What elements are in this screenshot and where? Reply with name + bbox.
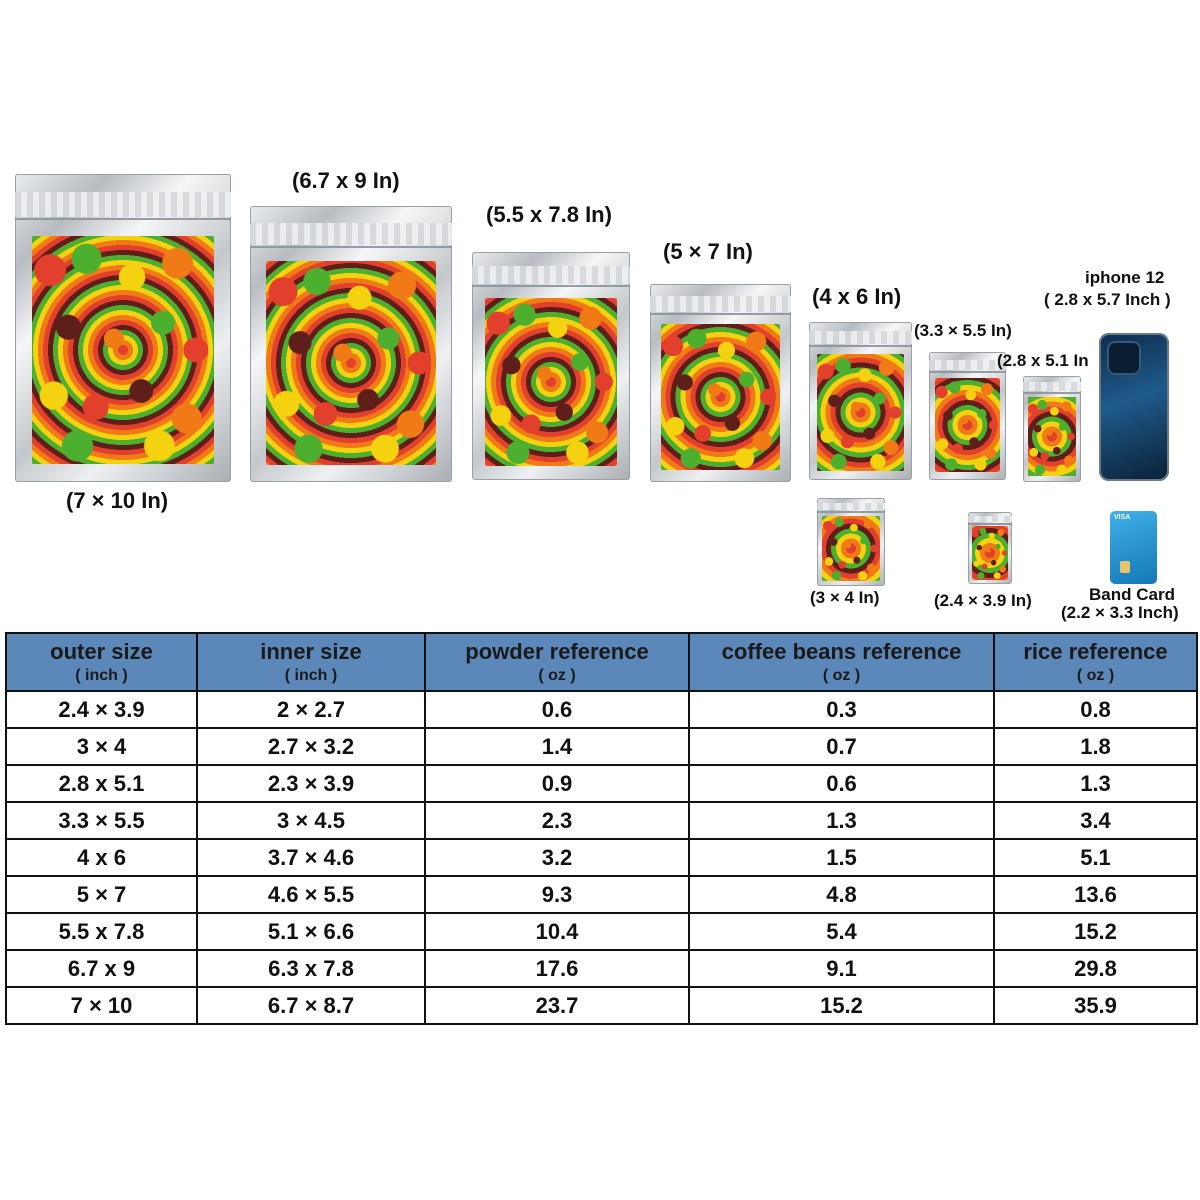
cell-rice: 35.9 — [993, 986, 1198, 1025]
cell-powder: 2.3 — [424, 801, 690, 840]
bag-2-4x3-9 — [968, 512, 1012, 584]
bag-3x4 — [817, 498, 885, 586]
table-row: 2.4 × 3.9 2 × 2.7 0.6 0.3 0.8 — [5, 690, 1198, 729]
cell-rice: 1.8 — [993, 727, 1198, 766]
table-row: 6.7 x 9 6.3 x 7.8 17.6 9.1 29.8 — [5, 949, 1198, 988]
cell-rice: 3.4 — [993, 801, 1198, 840]
camera-icon — [1107, 341, 1141, 375]
cell-coffee-beans: 0.3 — [688, 690, 995, 729]
cell-coffee-beans: 9.1 — [688, 949, 995, 988]
cell-outer-size: 5 × 7 — [5, 875, 198, 914]
cell-coffee-beans: 15.2 — [688, 986, 995, 1025]
header-powder-reference: powder reference( oz ) — [424, 632, 690, 692]
cell-rice: 13.6 — [993, 875, 1198, 914]
bag-label-5-5x7-8: (5.5 x 7.8 In) — [486, 202, 612, 227]
bag-6-7x9 — [250, 206, 452, 482]
bank-card-image: VISA — [1110, 511, 1157, 584]
cell-outer-size: 6.7 x 9 — [5, 949, 198, 988]
cell-inner-size: 2 × 2.7 — [196, 690, 426, 729]
header-outer-size: outer size( inch ) — [5, 632, 198, 692]
cell-outer-size: 3.3 × 5.5 — [5, 801, 198, 840]
header-rice-reference: rice reference( oz ) — [993, 632, 1198, 692]
cell-rice: 0.8 — [993, 690, 1198, 729]
bag-7x10 — [15, 174, 231, 482]
table-row: 4 x 6 3.7 × 4.6 3.2 1.5 5.1 — [5, 838, 1198, 877]
cell-inner-size: 6.7 × 8.7 — [196, 986, 426, 1025]
cell-powder: 0.9 — [424, 764, 690, 803]
phone-image — [1099, 333, 1169, 481]
bag-label-3-3x5-5: (3.3 × 5.5 In) — [914, 321, 1012, 340]
table-row: 3.3 × 5.5 3 × 4.5 2.3 1.3 3.4 — [5, 801, 1198, 840]
cell-inner-size: 5.1 × 6.6 — [196, 912, 426, 951]
cell-powder: 3.2 — [424, 838, 690, 877]
cell-coffee-beans: 1.5 — [688, 838, 995, 877]
phone-size: ( 2.8 x 5.7 Inch ) — [1044, 290, 1171, 309]
table-header-row: outer size( inch ) inner size( inch ) po… — [5, 632, 1198, 692]
bag-label-7x10: (7 × 10 In) — [66, 488, 169, 513]
bag-5x7 — [650, 284, 791, 482]
table-row: 5 × 7 4.6 × 5.5 9.3 4.8 13.6 — [5, 875, 1198, 914]
cell-coffee-beans: 0.6 — [688, 764, 995, 803]
reference-table: outer size( inch ) inner size( inch ) po… — [5, 632, 1198, 1025]
header-coffee-beans-reference: coffee beans reference( oz ) — [688, 632, 995, 692]
header-inner-size: inner size( inch ) — [196, 632, 426, 692]
cell-inner-size: 2.3 × 3.9 — [196, 764, 426, 803]
cell-powder: 0.6 — [424, 690, 690, 729]
bag-label-3x4: (3 × 4 In) — [810, 588, 880, 607]
cell-powder: 10.4 — [424, 912, 690, 951]
cell-powder: 9.3 — [424, 875, 690, 914]
table-row: 7 × 10 6.7 × 8.7 23.7 15.2 35.9 — [5, 986, 1198, 1025]
bag-2-8x5-1 — [1023, 376, 1081, 482]
cell-outer-size: 2.8 x 5.1 — [5, 764, 198, 803]
cell-coffee-beans: 5.4 — [688, 912, 995, 951]
bag-label-5x7: (5 × 7 In) — [663, 239, 753, 264]
card-brand: VISA — [1114, 514, 1131, 521]
table-row: 5.5 x 7.8 5.1 × 6.6 10.4 5.4 15.2 — [5, 912, 1198, 951]
cell-coffee-beans: 1.3 — [688, 801, 995, 840]
cell-rice: 1.3 — [993, 764, 1198, 803]
card-title: Band Card — [1089, 585, 1175, 604]
cell-rice: 5.1 — [993, 838, 1198, 877]
bag-4x6 — [809, 322, 912, 480]
bag-5-5x7-8 — [472, 252, 630, 480]
cell-rice: 29.8 — [993, 949, 1198, 988]
bag-label-2-8x5-1: (2.8 x 5.1 In — [997, 351, 1089, 370]
cell-inner-size: 3.7 × 4.6 — [196, 838, 426, 877]
cell-outer-size: 7 × 10 — [5, 986, 198, 1025]
cell-outer-size: 4 x 6 — [5, 838, 198, 877]
bag-label-6-7x9: (6.7 x 9 In) — [292, 168, 400, 193]
cell-outer-size: 2.4 × 3.9 — [5, 690, 198, 729]
cell-outer-size: 5.5 x 7.8 — [5, 912, 198, 951]
cell-inner-size: 6.3 x 7.8 — [196, 949, 426, 988]
bag-3-3x5-5 — [929, 352, 1006, 480]
cell-outer-size: 3 × 4 — [5, 727, 198, 766]
cell-inner-size: 2.7 × 3.2 — [196, 727, 426, 766]
cell-rice: 15.2 — [993, 912, 1198, 951]
cell-powder: 1.4 — [424, 727, 690, 766]
card-chip-icon — [1120, 561, 1130, 573]
cell-inner-size: 3 × 4.5 — [196, 801, 426, 840]
bag-label-2-4x3-9: (2.4 × 3.9 In) — [934, 591, 1032, 610]
table-row: 2.8 x 5.1 2.3 × 3.9 0.9 0.6 1.3 — [5, 764, 1198, 803]
phone-title: iphone 12 — [1085, 268, 1165, 287]
cell-inner-size: 4.6 × 5.5 — [196, 875, 426, 914]
cell-coffee-beans: 0.7 — [688, 727, 995, 766]
cell-powder: 17.6 — [424, 949, 690, 988]
bag-label-4x6: (4 x 6 In) — [812, 284, 902, 309]
table-row: 3 × 4 2.7 × 3.2 1.4 0.7 1.8 — [5, 727, 1198, 766]
cell-coffee-beans: 4.8 — [688, 875, 995, 914]
cell-powder: 23.7 — [424, 986, 690, 1025]
card-size: (2.2 × 3.3 Inch) — [1061, 603, 1179, 622]
